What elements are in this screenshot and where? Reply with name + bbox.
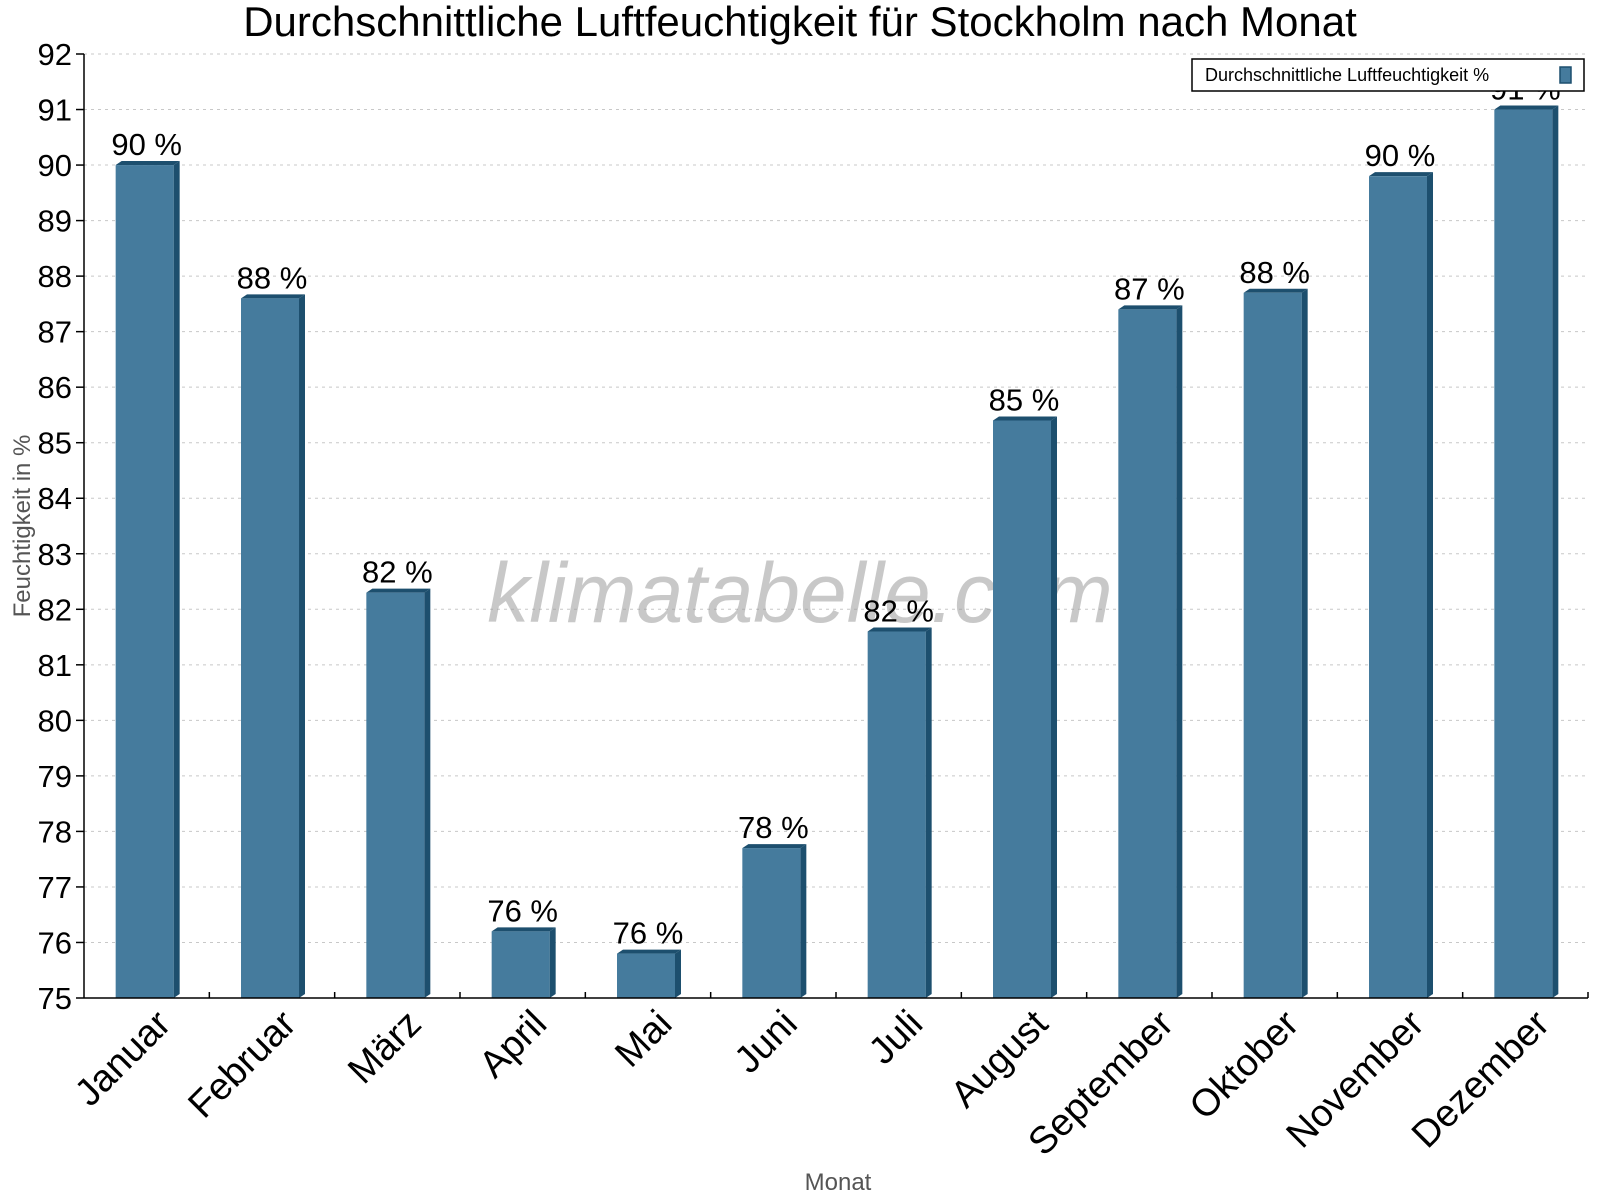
x-tick-label: Januar — [67, 1002, 179, 1114]
x-tick-label: Oktober — [1182, 1002, 1308, 1128]
y-tick-label: 92 — [38, 37, 72, 72]
data-label: 87 % — [1114, 271, 1185, 306]
bar-side — [675, 949, 681, 998]
y-tick-label: 80 — [38, 703, 72, 738]
x-tick-label: Juni — [727, 1003, 806, 1082]
bar — [491, 927, 556, 998]
bar-front — [742, 848, 801, 998]
y-tick-label: 90 — [38, 148, 72, 183]
bar-top — [1369, 172, 1433, 177]
y-tick-label: 86 — [38, 370, 72, 405]
bar — [1494, 105, 1559, 998]
legend-swatch — [1559, 66, 1572, 84]
bar-side — [1301, 288, 1308, 998]
x-tick-label: April — [472, 1003, 555, 1086]
y-tick-label: 78 — [38, 814, 72, 849]
bar-front — [1369, 176, 1427, 999]
bar-side — [800, 844, 807, 998]
bar — [867, 627, 932, 998]
bar-top — [993, 416, 1057, 421]
data-label: 88 % — [1239, 255, 1310, 290]
bar — [1369, 172, 1433, 999]
bar-side — [1176, 305, 1183, 998]
y-tick-label: 75 — [38, 981, 72, 1016]
bar-top — [742, 844, 807, 849]
data-label: 85 % — [989, 382, 1060, 417]
legend-label: Durchschnittliche Luftfeuchtigkeit % — [1205, 65, 1489, 85]
y-tick-label: 85 — [38, 426, 72, 461]
bar-side — [549, 927, 556, 998]
bar — [742, 844, 807, 998]
bar — [1118, 305, 1183, 998]
data-label: 90 % — [1365, 138, 1436, 173]
x-tick-label: März — [340, 1003, 429, 1092]
y-tick-label: 83 — [38, 537, 72, 572]
bar-top — [1118, 305, 1183, 310]
data-label: 82 % — [863, 594, 934, 629]
y-tick-label: 84 — [38, 481, 72, 516]
bar-side — [1427, 172, 1433, 999]
bar-top — [241, 294, 305, 299]
data-label: 88 % — [237, 260, 308, 295]
bar-side — [173, 161, 180, 998]
bar-front — [366, 592, 425, 998]
bar-front — [1118, 309, 1177, 998]
y-axis-title: Feuchtigkeit in % — [9, 435, 36, 618]
bar — [366, 588, 431, 998]
bar — [115, 161, 180, 998]
y-tick-label: 81 — [38, 648, 72, 683]
y-tick-label: 88 — [38, 259, 72, 294]
x-tick-label: Dezember — [1404, 1002, 1558, 1156]
legend-box — [1191, 58, 1585, 92]
bar-front — [1494, 109, 1553, 998]
legend: Durchschnittliche Luftfeuchtigkeit % — [1191, 58, 1585, 92]
y-tick-label: 87 — [38, 315, 72, 350]
bar-side — [1552, 105, 1559, 998]
bar-front — [867, 631, 926, 998]
bar-side — [424, 588, 431, 998]
chart-title: Durchschnittliche Luftfeuchtigkeit für S… — [243, 0, 1357, 45]
data-label: 76 % — [487, 893, 558, 928]
x-tick-label: Februar — [181, 1002, 305, 1126]
data-label: 76 % — [613, 916, 684, 951]
bar-side — [1051, 416, 1057, 998]
bar-side — [925, 627, 932, 998]
data-labels: 90 % 88 % 82 % 76 % 76 % 78 % 82 % 85 % 87 % 88 %… — [111, 72, 1560, 951]
y-tick-label: 82 — [38, 592, 72, 627]
bar — [617, 949, 681, 998]
x-axis-title: Monat — [805, 1169, 872, 1196]
data-label: 78 % — [738, 810, 809, 845]
y-tick-label: 77 — [38, 870, 72, 905]
bar-top — [1494, 105, 1559, 110]
bar-top — [617, 949, 681, 954]
bar-top — [867, 627, 932, 632]
bar-front — [115, 165, 174, 998]
x-tick-label: August — [943, 1002, 1057, 1116]
axes — [76, 53, 1589, 999]
bar — [993, 416, 1057, 998]
data-label: 90 % — [111, 127, 182, 162]
bars — [115, 105, 1559, 999]
bar-top — [491, 927, 556, 932]
bar-front — [1243, 292, 1302, 998]
bar-top — [1243, 288, 1308, 293]
y-tick-label: 76 — [38, 925, 72, 960]
bar-front — [241, 298, 299, 998]
bar-side — [299, 294, 305, 998]
bar — [1243, 288, 1308, 998]
bar-front — [491, 931, 550, 998]
bar-front — [993, 420, 1051, 998]
data-label: 82 % — [362, 555, 433, 590]
grid-lines — [84, 53, 1588, 943]
bar-front — [617, 953, 675, 998]
bar-top — [115, 161, 180, 166]
y-tick-label: 91 — [38, 93, 72, 128]
x-tick-label: Mai — [607, 1003, 680, 1076]
y-tick-label: 89 — [38, 204, 72, 239]
bar — [241, 294, 305, 998]
x-tick-label: Juli — [861, 1003, 931, 1073]
y-tick-label: 79 — [38, 759, 72, 794]
bar-top — [366, 588, 431, 593]
